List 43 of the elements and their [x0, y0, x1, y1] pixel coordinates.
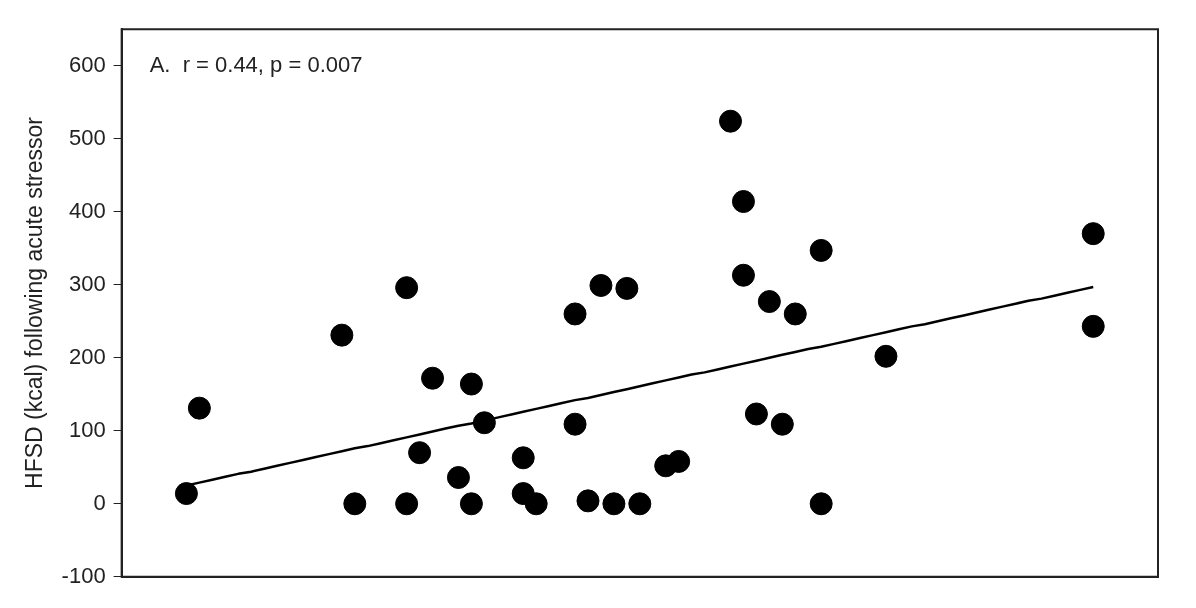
point: [719, 109, 742, 133]
y-axis-title: HFSD (kcal) following acute stressor: [21, 116, 48, 489]
y-tick-label: 300: [68, 270, 106, 296]
point: [563, 412, 587, 436]
point: [874, 344, 898, 368]
annotation: A. r = 0.44, p = 0.007: [149, 52, 363, 78]
point: [563, 302, 587, 326]
point: [628, 492, 652, 516]
point: [1081, 222, 1105, 246]
point: [330, 323, 354, 347]
point: [757, 290, 781, 314]
y-tick-label: -100: [61, 562, 106, 588]
point: [744, 402, 768, 426]
point: [809, 492, 833, 516]
point: [602, 492, 626, 516]
y-tick-label: 0: [93, 489, 106, 515]
point: [343, 492, 367, 516]
y-tick-label: 100: [68, 416, 106, 442]
point: [174, 482, 198, 506]
y-tick-label: 500: [68, 124, 106, 150]
point: [421, 366, 445, 390]
point: [589, 273, 613, 297]
point: [731, 263, 755, 287]
y-tick-label: 400: [68, 197, 106, 223]
point: [770, 412, 794, 436]
point: [395, 492, 419, 516]
y-tick-label: 200: [68, 343, 106, 369]
point: [1081, 314, 1105, 338]
point: [511, 446, 535, 470]
point: [731, 190, 755, 214]
point: [783, 302, 807, 326]
point: [446, 466, 470, 489]
point: [459, 372, 483, 396]
point: [395, 276, 419, 300]
point: [576, 489, 600, 513]
y-tick-label: 600: [68, 51, 106, 77]
point: [459, 492, 483, 516]
point: [809, 238, 833, 262]
point: [187, 396, 211, 420]
point: [667, 449, 691, 473]
point: [408, 441, 432, 465]
point: [524, 492, 548, 516]
point: [615, 276, 639, 300]
